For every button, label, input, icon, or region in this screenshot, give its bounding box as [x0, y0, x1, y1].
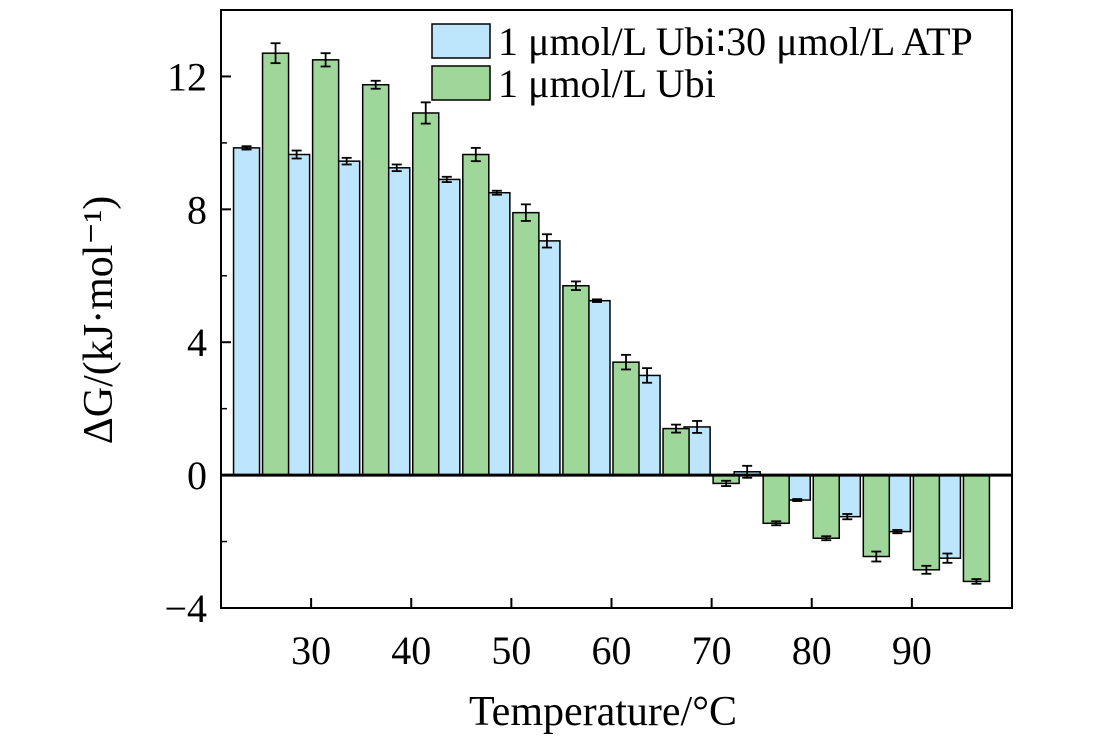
- legend-swatch-series-b: [431, 65, 491, 101]
- y-tick-label-4: 4: [187, 320, 207, 365]
- bar-series-1-35: [361, 84, 390, 476]
- bar-series-1-30: [311, 59, 340, 476]
- error-bar-series-0-35: [341, 156, 352, 166]
- plot-frame: [220, 9, 1013, 609]
- bar-series-1-55: [562, 284, 590, 476]
- y-tick-label--4: −4: [164, 586, 207, 631]
- error-bar-series-1-55: [570, 280, 581, 291]
- error-bar-series-1-45: [470, 146, 481, 163]
- error-bar-series-1-80: [821, 535, 832, 542]
- x-axis: 30 40 50 60 70 80 90: [291, 598, 932, 673]
- bar-series-1-75: [762, 474, 790, 525]
- y-axis-title: ΔG/(kJ·mol⁻¹): [76, 196, 122, 444]
- error-bar-series-0-85: [842, 513, 853, 521]
- bar-series-1-65: [662, 427, 690, 476]
- error-bar-series-0-50: [491, 189, 502, 196]
- error-bar-series-0-70: [692, 420, 703, 434]
- x-axis-title: Temperature/°C: [469, 689, 737, 735]
- bar-series-1-40: [411, 112, 440, 476]
- legend: 1 μmol/L Ubi∶30 μmol/L ATP 1 μmol/L Ubi: [431, 19, 973, 106]
- x-tick-label-40: 40: [391, 628, 431, 673]
- y-tick-label-8: 8: [187, 187, 207, 232]
- x-tick-label-30: 30: [291, 628, 331, 673]
- error-bar-series-0-40: [391, 163, 402, 173]
- bar-series-0-25: [232, 147, 261, 476]
- bar-series-1-50: [512, 211, 540, 476]
- error-bar-series-1-90: [921, 564, 932, 575]
- error-bar-series-0-30: [291, 149, 302, 160]
- error-bar-series-1-40: [420, 101, 431, 125]
- error-bar-series-1-70: [721, 479, 732, 487]
- legend-label-series-a: 1 μmol/L Ubi∶30 μmol/L ATP: [498, 19, 973, 64]
- error-bar-series-1-95: [971, 578, 982, 585]
- error-bar-series-1-75: [771, 520, 782, 527]
- error-bar-series-1-85: [871, 550, 882, 563]
- x-tick-label-90: 90: [892, 628, 932, 673]
- error-bar-series-0-25: [241, 145, 252, 151]
- error-bars-layer: [241, 42, 982, 585]
- error-bar-series-0-95: [942, 552, 953, 564]
- error-bar-series-1-30: [320, 52, 331, 68]
- y-axis: −4 0 4 8 12: [164, 54, 231, 631]
- y-tick-label-0: 0: [187, 453, 207, 498]
- error-bar-series-1-65: [671, 423, 682, 434]
- error-bar-series-0-60: [591, 298, 602, 303]
- bar-series-1-45: [462, 153, 490, 476]
- bars-layer: [232, 52, 991, 583]
- y-tick-label-12: 12: [167, 54, 207, 99]
- error-bar-series-0-65: [642, 367, 653, 384]
- error-bar-series-0-80: [792, 498, 803, 502]
- x-tick-label-60: 60: [591, 628, 631, 673]
- bar-series-1-80: [812, 474, 840, 539]
- error-bar-series-1-60: [620, 353, 631, 371]
- error-bar-series-1-50: [520, 203, 531, 222]
- bar-series-1-90: [912, 474, 941, 571]
- legend-swatch-series-a: [431, 23, 491, 59]
- error-bar-series-0-45: [441, 175, 452, 183]
- legend-label-series-b: 1 μmol/L Ubi: [498, 61, 716, 106]
- bar-series-1-25: [261, 52, 290, 476]
- bar-series-1-60: [612, 361, 640, 476]
- x-tick-label-80: 80: [792, 628, 832, 673]
- error-bar-series-0-90: [892, 529, 903, 535]
- error-bar-series-1-25: [270, 42, 281, 65]
- x-tick-label-70: 70: [692, 628, 732, 673]
- error-bar-series-1-35: [370, 79, 381, 90]
- bar-series-1-95: [962, 474, 991, 583]
- bar-series-1-85: [862, 474, 891, 558]
- error-bar-series-0-55: [541, 233, 552, 249]
- x-tick-label-50: 50: [491, 628, 531, 673]
